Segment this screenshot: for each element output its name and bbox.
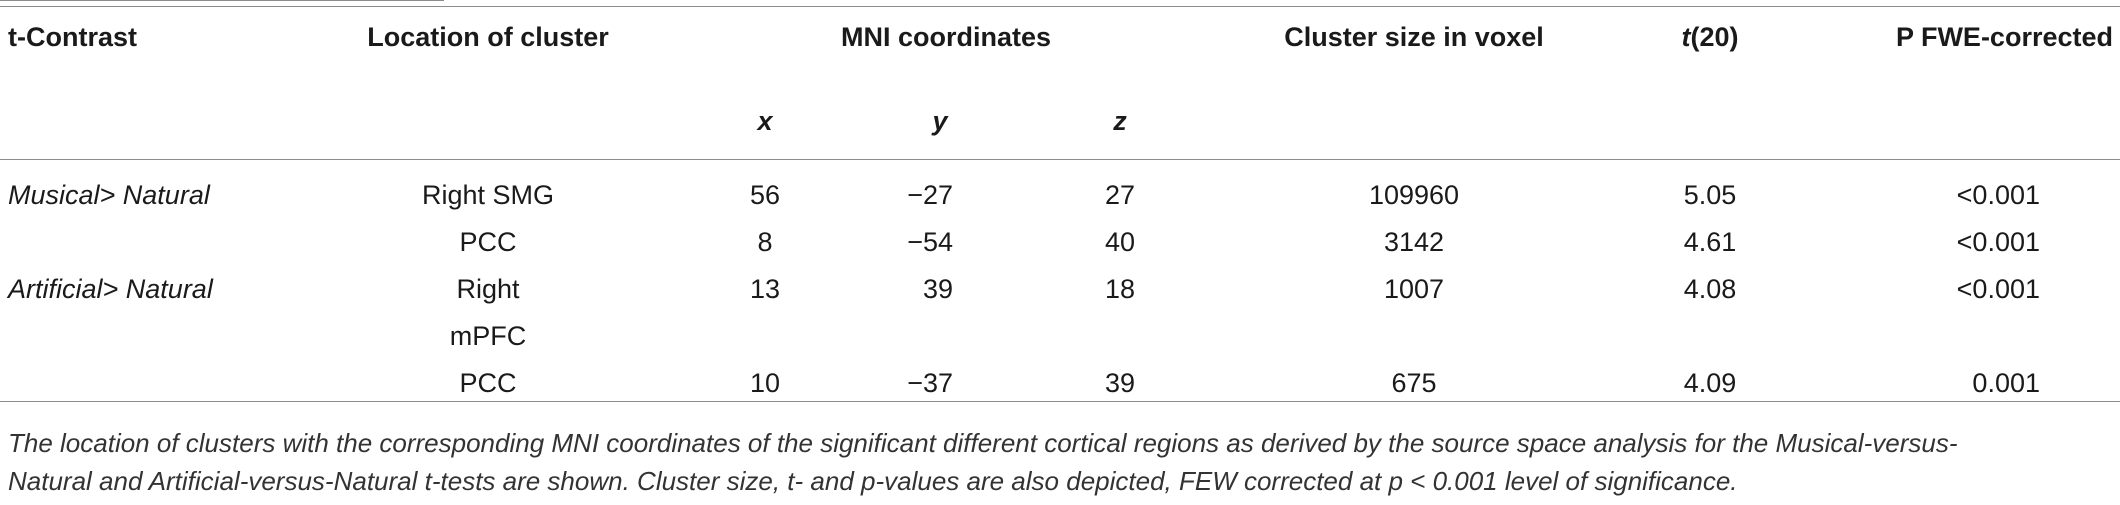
row-z: 40	[1104, 227, 1136, 257]
table-top-rule	[0, 6, 2120, 7]
row-y: −27	[907, 180, 953, 210]
footnote-line-2: Natural and Artificial-versus-Natural t-…	[8, 466, 1738, 496]
row-z: 27	[1104, 180, 1136, 210]
row-p-value: <0.001	[1956, 227, 2040, 257]
row-t-value: 5.05	[1683, 180, 1737, 210]
header-p-fwe: P FWE-corrected	[1895, 22, 2113, 52]
row-location: Right	[456, 274, 520, 304]
table-footnote: The location of clusters with the corres…	[8, 424, 2108, 500]
row-contrast: Artificial> Natural	[8, 274, 213, 304]
row-location: Right SMG	[421, 180, 555, 210]
row-t-value: 4.09	[1683, 368, 1737, 398]
row-p-value: <0.001	[1956, 274, 2040, 304]
row-x: 13	[749, 274, 781, 304]
row-z: 18	[1104, 274, 1136, 304]
row-x: 8	[757, 227, 773, 257]
header-cluster-size: Cluster size in voxel	[1284, 22, 1544, 52]
row-location: PCC	[459, 227, 517, 257]
row-cluster-size: 3142	[1383, 227, 1445, 257]
header-mni-coordinates: MNI coordinates	[840, 22, 1052, 52]
mni-span-rule	[0, 0, 444, 1]
row-location: PCC	[459, 368, 517, 398]
row-cluster-size: 1007	[1383, 274, 1445, 304]
row-cluster-size: 675	[1391, 368, 1437, 398]
row-p-value: <0.001	[1956, 180, 2040, 210]
row-t-value: 4.61	[1683, 227, 1737, 257]
header-location: Location of cluster	[367, 22, 609, 52]
row-z: 39	[1104, 368, 1136, 398]
row-y: −37	[907, 368, 953, 398]
header-y: y	[932, 106, 948, 136]
row-x: 56	[749, 180, 781, 210]
row-contrast: Musical> Natural	[8, 180, 210, 210]
header-x: x	[757, 106, 773, 136]
row-cluster-size: 109960	[1368, 180, 1460, 210]
row-t-value: 4.08	[1683, 274, 1737, 304]
header-bottom-rule	[0, 159, 2120, 160]
table-bottom-rule	[0, 401, 2120, 402]
header-t-contrast: t-Contrast	[8, 22, 137, 52]
row-location-line2: mPFC	[449, 321, 527, 351]
header-t-statistic: t(20)	[1681, 22, 1739, 52]
row-p-value: 0.001	[1972, 368, 2040, 398]
row-y: 39	[922, 274, 953, 304]
header-z: z	[1113, 106, 1127, 136]
footnote-line-1: The location of clusters with the corres…	[8, 428, 1958, 458]
row-y: −54	[907, 227, 953, 257]
row-x: 10	[749, 368, 781, 398]
